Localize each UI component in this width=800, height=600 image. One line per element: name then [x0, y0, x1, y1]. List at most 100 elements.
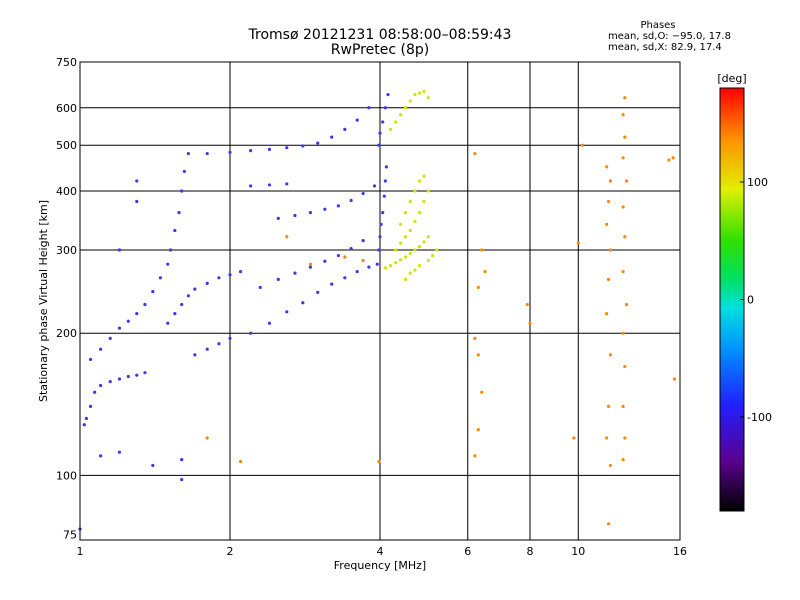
data-point — [228, 273, 232, 277]
data-point — [623, 364, 627, 369]
data-point — [394, 261, 398, 265]
legend-o-stats: mean, sd,O: −95.0, 17.8 — [608, 31, 731, 42]
data-point — [193, 287, 197, 291]
data-point — [217, 276, 221, 280]
data-point — [308, 265, 313, 269]
data-point — [258, 285, 262, 290]
data-points — [78, 89, 677, 531]
x-tick-label: 4 — [377, 545, 384, 558]
data-point — [399, 258, 403, 262]
data-point — [308, 262, 313, 266]
data-point — [143, 371, 147, 375]
data-point — [388, 127, 393, 132]
data-point — [403, 255, 408, 259]
data-point — [99, 347, 103, 351]
data-point — [383, 266, 387, 270]
data-point — [408, 99, 412, 103]
data-point — [379, 222, 383, 226]
data-point — [417, 210, 422, 215]
data-point — [361, 191, 365, 196]
data-point — [394, 248, 398, 252]
data-point — [343, 276, 347, 280]
data-point — [249, 184, 253, 188]
data-point — [408, 228, 412, 233]
data-point — [343, 255, 347, 259]
data-point — [367, 106, 371, 110]
data-point — [606, 277, 611, 281]
chart-title: Tromsø 20121231 08:58:00–08:59:43 — [248, 27, 512, 43]
data-point — [672, 377, 677, 381]
data-point — [422, 199, 426, 204]
data-point — [394, 120, 398, 124]
data-point — [293, 271, 297, 275]
data-point — [349, 198, 353, 203]
data-point — [177, 210, 181, 215]
data-point — [623, 235, 627, 239]
data-point — [166, 321, 170, 325]
data-point — [336, 204, 340, 208]
data-point — [525, 302, 529, 307]
y-axis-ticks: 75 100 200 300 400 500 600 750 — [56, 56, 77, 541]
data-point — [605, 312, 609, 316]
data-point — [186, 151, 190, 156]
data-point — [417, 179, 422, 183]
data-point — [117, 450, 122, 454]
data-point — [388, 264, 393, 268]
data-point — [384, 165, 388, 169]
data-point — [143, 302, 147, 307]
data-point — [93, 390, 97, 394]
colorbar-tick-label: 0 — [747, 294, 754, 307]
data-point — [667, 158, 671, 162]
data-point — [422, 240, 426, 244]
data-point — [323, 259, 327, 263]
data-point — [381, 120, 385, 124]
data-point — [377, 248, 381, 252]
data-point — [417, 264, 422, 268]
data-point — [426, 235, 430, 239]
data-point — [430, 253, 435, 258]
data-point — [126, 319, 130, 323]
data-point — [417, 245, 422, 249]
data-point — [383, 179, 387, 183]
data-point — [180, 302, 184, 307]
data-point — [403, 277, 408, 281]
data-point — [135, 179, 139, 183]
data-point — [135, 312, 139, 316]
data-point — [606, 404, 611, 408]
data-point — [173, 228, 177, 233]
data-point — [572, 436, 576, 440]
data-point — [378, 235, 382, 239]
data-point — [480, 248, 484, 252]
data-point — [608, 463, 613, 468]
data-point — [285, 235, 289, 239]
data-point — [386, 92, 390, 97]
data-point — [249, 331, 253, 335]
data-point — [621, 458, 625, 462]
data-point — [361, 258, 365, 263]
data-point — [180, 477, 184, 482]
data-point — [375, 262, 379, 266]
data-point — [624, 179, 629, 183]
plot-frame — [79, 61, 681, 541]
data-point — [378, 131, 382, 135]
data-point — [377, 143, 381, 147]
data-point — [381, 210, 385, 215]
data-point — [608, 248, 613, 252]
x-tick-label: 10 — [571, 545, 585, 558]
data-point — [473, 151, 477, 156]
data-point — [330, 282, 334, 286]
data-point — [228, 336, 232, 340]
data-point — [480, 390, 484, 394]
data-point — [355, 118, 359, 122]
data-point — [117, 248, 122, 252]
data-point — [413, 189, 417, 193]
data-point — [576, 241, 580, 245]
data-point — [267, 321, 272, 325]
data-point — [301, 301, 305, 305]
data-point — [88, 404, 93, 408]
data-point — [301, 144, 305, 148]
data-point — [382, 194, 386, 198]
data-point — [108, 336, 112, 340]
data-point — [399, 241, 403, 245]
data-point — [293, 213, 297, 218]
